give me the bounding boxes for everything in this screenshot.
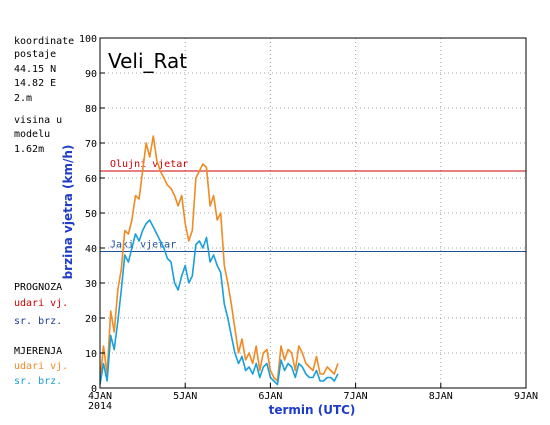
threshold-label: Olujni vjetar xyxy=(110,159,188,170)
station-info-line: 44.15 N xyxy=(14,64,56,75)
y-tick-label: 50 xyxy=(85,209,97,220)
legend-forecast-gust: udari vj. xyxy=(14,298,68,309)
y-tick-label: 100 xyxy=(79,34,97,45)
legend-forecast-mean: sr. brz. xyxy=(14,316,62,327)
station-info-line: 2.m xyxy=(14,93,32,104)
y-tick-label: 60 xyxy=(85,174,97,185)
legend-measured-gust: udari vj. xyxy=(14,361,68,372)
station-info-line: visina u xyxy=(14,115,62,126)
x-tick-label: 6JAN xyxy=(258,391,282,402)
legend: PROGNOZA udari vj. sr. brz. MJERENJA uda… xyxy=(14,282,68,387)
y-tick-label: 90 xyxy=(85,69,97,80)
grid-lines xyxy=(100,38,526,388)
station-info-line: koordinate xyxy=(14,36,74,47)
y-tick-label: 80 xyxy=(85,104,97,115)
y-tick-label: 0 xyxy=(91,384,97,395)
station-name: Veli_Rat xyxy=(108,49,187,73)
x-tick-label: 4JAN xyxy=(88,391,112,402)
y-tick-label: 10 xyxy=(85,349,97,360)
legend-measured-heading: MJERENJA xyxy=(14,346,62,357)
legend-measured-mean: sr. brz. xyxy=(14,376,62,387)
station-info-line: 1.62m xyxy=(14,144,44,155)
x-tick-label: 8JAN xyxy=(429,391,453,402)
station-info-line: modelu xyxy=(14,129,50,140)
series-group xyxy=(99,135,339,386)
series-line xyxy=(99,135,339,382)
x-tick-label: 5JAN xyxy=(173,391,197,402)
y-tick-label: 40 xyxy=(85,244,97,255)
y-tick-label: 20 xyxy=(85,314,97,325)
series-line xyxy=(99,219,339,386)
station-info-line: postaje xyxy=(14,49,56,60)
y-axis-label: brzina vjetra (km/h) xyxy=(61,145,75,280)
x-tick-label: 9JAN xyxy=(514,391,538,402)
x-tick-sublabel: 2014 xyxy=(88,401,112,412)
x-tick-label: 7JAN xyxy=(344,391,368,402)
station-info-line: 14.82 E xyxy=(14,78,56,89)
station-info: koordinate postaje 44.15 N 14.82 E 2.m visina… xyxy=(14,36,74,155)
legend-forecast-heading: PROGNOZA xyxy=(14,282,62,293)
x-axis-label: termin (UTC) xyxy=(269,403,356,417)
threshold-lines: Olujni vjetar Jaki vjetar xyxy=(100,159,526,252)
y-tick-label: 30 xyxy=(85,279,97,290)
threshold-label: Jaki vjetar xyxy=(110,240,176,251)
y-ticks: 0 10 20 30 40 50 60 70 80 90 100 xyxy=(79,34,105,395)
y-tick-label: 70 xyxy=(85,139,97,150)
